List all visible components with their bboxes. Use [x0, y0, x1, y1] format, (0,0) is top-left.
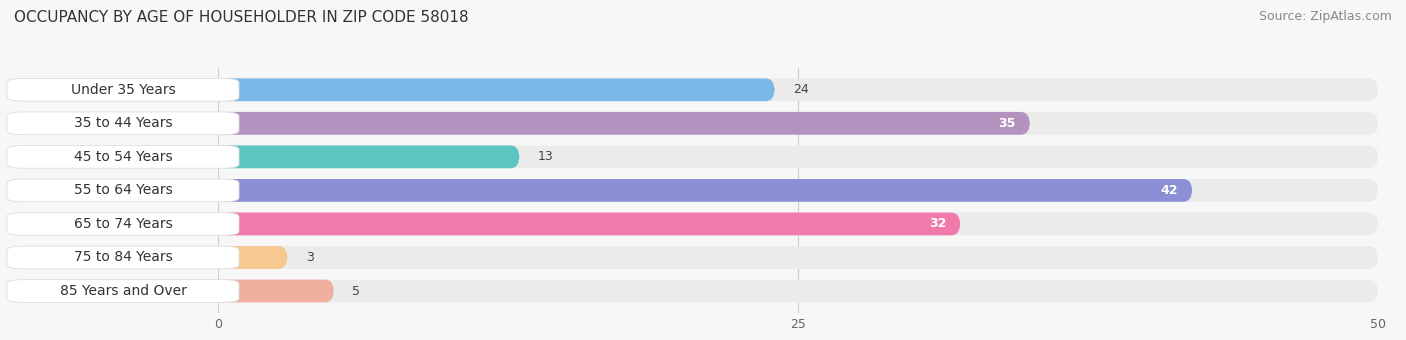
FancyBboxPatch shape: [218, 212, 1378, 235]
FancyBboxPatch shape: [7, 179, 239, 202]
FancyBboxPatch shape: [7, 79, 239, 101]
FancyBboxPatch shape: [218, 79, 1378, 101]
FancyBboxPatch shape: [218, 112, 1378, 135]
FancyBboxPatch shape: [218, 279, 1378, 302]
Text: OCCUPANCY BY AGE OF HOUSEHOLDER IN ZIP CODE 58018: OCCUPANCY BY AGE OF HOUSEHOLDER IN ZIP C…: [14, 10, 468, 25]
FancyBboxPatch shape: [218, 246, 1378, 269]
FancyBboxPatch shape: [7, 212, 239, 235]
Text: 13: 13: [538, 150, 554, 163]
Text: 32: 32: [929, 218, 946, 231]
Text: 3: 3: [307, 251, 314, 264]
Text: 45 to 54 Years: 45 to 54 Years: [73, 150, 173, 164]
FancyBboxPatch shape: [218, 212, 960, 235]
Text: 5: 5: [353, 285, 360, 298]
FancyBboxPatch shape: [7, 279, 239, 302]
Text: 55 to 64 Years: 55 to 64 Years: [73, 183, 173, 198]
Text: 85 Years and Over: 85 Years and Over: [59, 284, 187, 298]
Text: Source: ZipAtlas.com: Source: ZipAtlas.com: [1258, 10, 1392, 23]
FancyBboxPatch shape: [218, 179, 1378, 202]
FancyBboxPatch shape: [218, 279, 335, 302]
FancyBboxPatch shape: [218, 112, 1029, 135]
FancyBboxPatch shape: [7, 112, 239, 135]
FancyBboxPatch shape: [218, 146, 520, 168]
Text: 65 to 74 Years: 65 to 74 Years: [73, 217, 173, 231]
FancyBboxPatch shape: [7, 246, 239, 269]
FancyBboxPatch shape: [218, 179, 1192, 202]
Text: 24: 24: [793, 83, 808, 96]
Text: 42: 42: [1161, 184, 1178, 197]
Text: Under 35 Years: Under 35 Years: [70, 83, 176, 97]
FancyBboxPatch shape: [218, 79, 775, 101]
Text: 75 to 84 Years: 75 to 84 Years: [73, 251, 173, 265]
Text: 35 to 44 Years: 35 to 44 Years: [73, 116, 173, 130]
FancyBboxPatch shape: [218, 246, 287, 269]
FancyBboxPatch shape: [218, 146, 1378, 168]
FancyBboxPatch shape: [7, 146, 239, 168]
Text: 35: 35: [998, 117, 1017, 130]
